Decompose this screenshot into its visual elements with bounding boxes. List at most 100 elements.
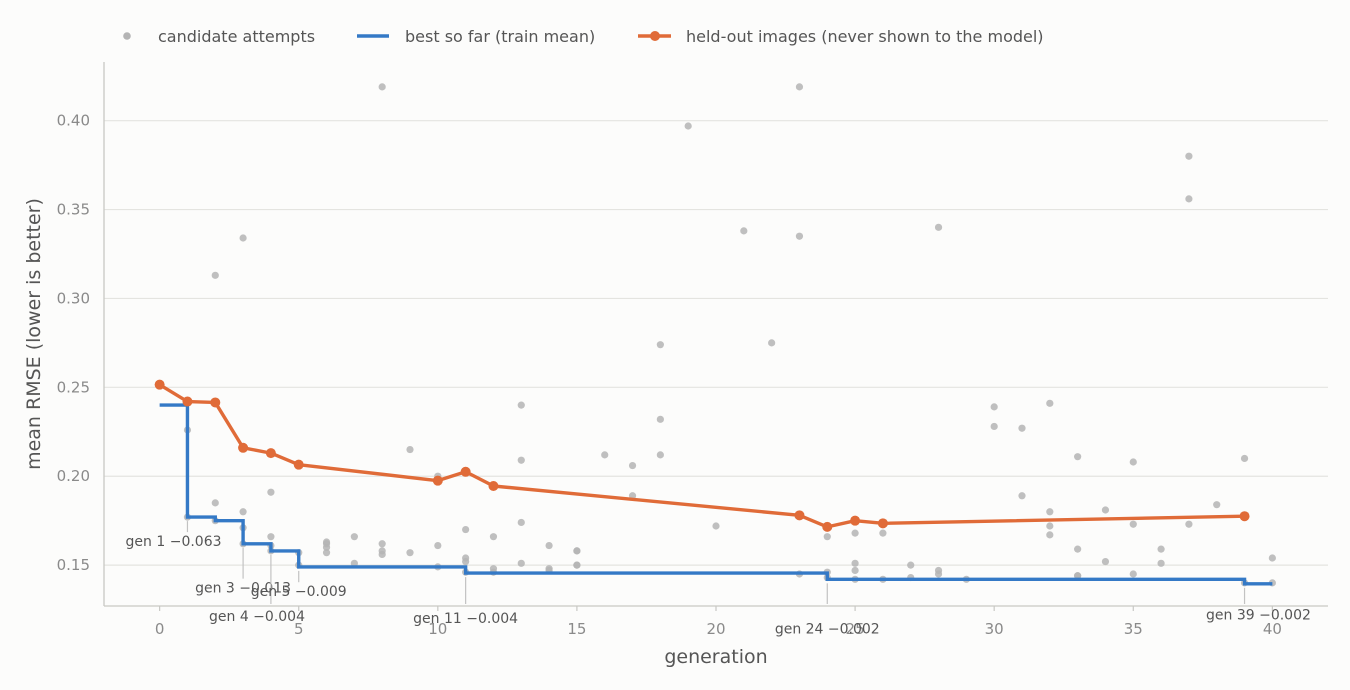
candidate-point xyxy=(1157,545,1165,553)
candidate-point xyxy=(211,271,219,279)
candidate-point xyxy=(795,83,804,91)
y-axis-title: mean RMSE (lower is better) xyxy=(23,198,45,470)
candidate-point xyxy=(656,341,664,349)
x-tick-label: 15 xyxy=(567,620,586,638)
candidate-point xyxy=(1046,522,1054,530)
legend: candidate attempts best so far (train mea… xyxy=(123,27,1044,46)
candidate-point xyxy=(378,550,386,559)
candidate-point xyxy=(573,547,581,555)
candidate-point xyxy=(350,559,358,567)
candidate-point xyxy=(1074,572,1082,580)
candidate-point xyxy=(406,549,414,557)
candidate-point xyxy=(628,461,637,470)
x-tick-label: 0 xyxy=(155,620,165,638)
held-out-point xyxy=(822,521,833,532)
held-out-point xyxy=(210,397,221,408)
candidate-point xyxy=(851,529,859,537)
candidate-point xyxy=(545,541,553,550)
candidate-point xyxy=(601,451,609,459)
candidate-point xyxy=(684,122,692,130)
candidate-point xyxy=(517,518,525,527)
candidate-point xyxy=(768,339,776,347)
candidate-point xyxy=(1268,554,1276,562)
candidate-point xyxy=(267,488,275,496)
candidate-point xyxy=(1240,454,1249,463)
candidate-point xyxy=(267,533,275,541)
held-out-line xyxy=(158,383,1245,529)
scatter-layer xyxy=(183,83,1276,587)
candidate-point xyxy=(1157,559,1165,567)
held-out-point xyxy=(460,466,471,477)
candidate-point xyxy=(406,445,414,454)
candidate-point xyxy=(1101,557,1110,566)
candidate-point xyxy=(907,561,915,569)
annotation-label: gen 3 −0.013 xyxy=(195,581,291,597)
candidate-point xyxy=(1018,492,1026,500)
x-tick-label: 40 xyxy=(1263,620,1282,638)
candidate-point xyxy=(1101,506,1110,514)
candidate-point xyxy=(434,541,442,550)
candidate-point xyxy=(517,559,525,567)
candidate-point xyxy=(1129,520,1137,528)
candidate-point xyxy=(990,422,998,431)
best-so-far-layer xyxy=(159,403,1273,586)
held-out-point xyxy=(488,481,499,491)
candidate-point xyxy=(1074,545,1082,553)
annotation-label: gen 4 −0.004 xyxy=(209,609,305,625)
candidate-point xyxy=(322,549,331,557)
y-tick-label: 0.15 xyxy=(57,556,90,574)
x-tick-label: 20 xyxy=(706,620,725,638)
legend-label-heldout: held-out images (never shown to the mode… xyxy=(686,27,1044,46)
x-tick-label: 5 xyxy=(294,620,304,638)
candidate-point xyxy=(517,456,525,464)
candidate-point xyxy=(740,227,748,235)
legend-label-best: best so far (train mean) xyxy=(405,27,595,46)
annotation-layer: gen 1 −0.063 gen 3 −0.013 gen 4 −0.004 gen … xyxy=(126,521,1311,638)
candidate-point xyxy=(1046,399,1054,407)
candidate-point xyxy=(879,529,887,537)
candidate-point xyxy=(378,540,386,548)
annotation-label: gen 1 −0.063 xyxy=(126,534,222,550)
held-out-point xyxy=(877,518,888,529)
grid-layer xyxy=(104,120,1328,566)
candidate-point xyxy=(656,451,664,459)
annotation-label: gen 11 −0.004 xyxy=(413,611,518,627)
candidate-point xyxy=(990,403,998,411)
candidate-point xyxy=(239,234,247,242)
held-out-point xyxy=(265,448,276,459)
candidate-point xyxy=(517,401,525,409)
y-tick-label: 0.20 xyxy=(57,467,90,485)
candidate-point xyxy=(1074,453,1082,461)
legend-label-candidates: candidate attempts xyxy=(158,27,315,46)
x-tick-label: 30 xyxy=(985,620,1004,638)
candidate-point xyxy=(851,559,859,567)
candidate-point xyxy=(1018,424,1026,432)
legend-heldout-marker xyxy=(650,31,660,41)
candidate-point xyxy=(656,415,664,423)
best-so-far-line xyxy=(159,403,1273,586)
candidate-point xyxy=(489,533,498,541)
candidate-point xyxy=(1129,458,1137,466)
held-out-point xyxy=(794,510,805,521)
held-out-point xyxy=(154,379,165,390)
candidate-point xyxy=(1185,520,1193,528)
candidate-point xyxy=(573,561,581,569)
candidate-point xyxy=(350,533,358,541)
candidate-point xyxy=(1185,195,1193,203)
annotation-label: gen 39 −0.002 xyxy=(1206,607,1311,623)
legend-scatter-swatch xyxy=(123,32,131,40)
axes-layer: 0.15 0.20 0.25 0.30 0.35 0.40 0 5 10 15 20 25 30 35 40… xyxy=(23,62,1328,668)
candidate-point xyxy=(712,522,720,530)
held-out-point xyxy=(432,475,443,486)
held-out-point xyxy=(182,396,193,407)
candidate-point xyxy=(1213,501,1221,509)
candidate-point xyxy=(322,543,331,551)
annotation-label: gen 5 −0.009 xyxy=(251,584,347,600)
x-axis-title: generation xyxy=(664,646,767,668)
candidate-point xyxy=(823,533,831,541)
candidate-point xyxy=(462,557,470,566)
y-tick-label: 0.25 xyxy=(57,378,90,396)
candidate-point xyxy=(211,499,219,507)
